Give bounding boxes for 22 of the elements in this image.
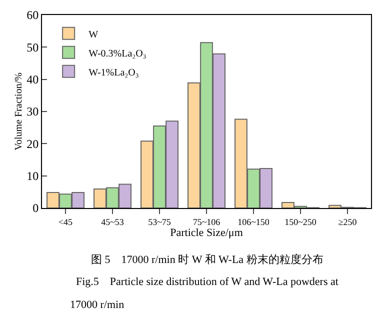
caption: Fig.5 Particle size distribution of W and W-La powders at <box>76 276 338 288</box>
y-tick-label: 60 <box>26 8 39 22</box>
y-tick-label: 40 <box>26 72 39 87</box>
x-tick-label: ≥250 <box>338 216 358 227</box>
x-tick-label: 150~250 <box>284 216 317 227</box>
x-tick-label: 106~150 <box>238 216 270 227</box>
y-tick-label: 20 <box>26 136 39 151</box>
x-axis-title: Particle Size/μm <box>170 227 244 239</box>
caption: 图 5 17000 r/min 时 W 和 W-La 粉末的粒度分布 <box>91 253 324 266</box>
legend-label: W-0.3%La₂O₃ <box>88 48 146 60</box>
legend-label: W-1%La₂O₃ <box>88 67 139 78</box>
y-tick-label: 0 <box>32 201 39 216</box>
legend-label: W <box>88 29 99 40</box>
x-tick-label: 53~75 <box>148 216 172 227</box>
y-axis-title: Volume Fraction/% <box>14 72 25 150</box>
x-tick-label: 45~53 <box>101 216 124 227</box>
y-tick-label: 30 <box>26 104 39 119</box>
x-tick-label: 75~106 <box>192 216 221 227</box>
y-tick-label: 50 <box>26 40 39 54</box>
text: 17000 r/min <box>70 299 125 311</box>
y-tick-label: 10 <box>26 169 39 184</box>
x-tick-label: <45 <box>58 216 74 227</box>
